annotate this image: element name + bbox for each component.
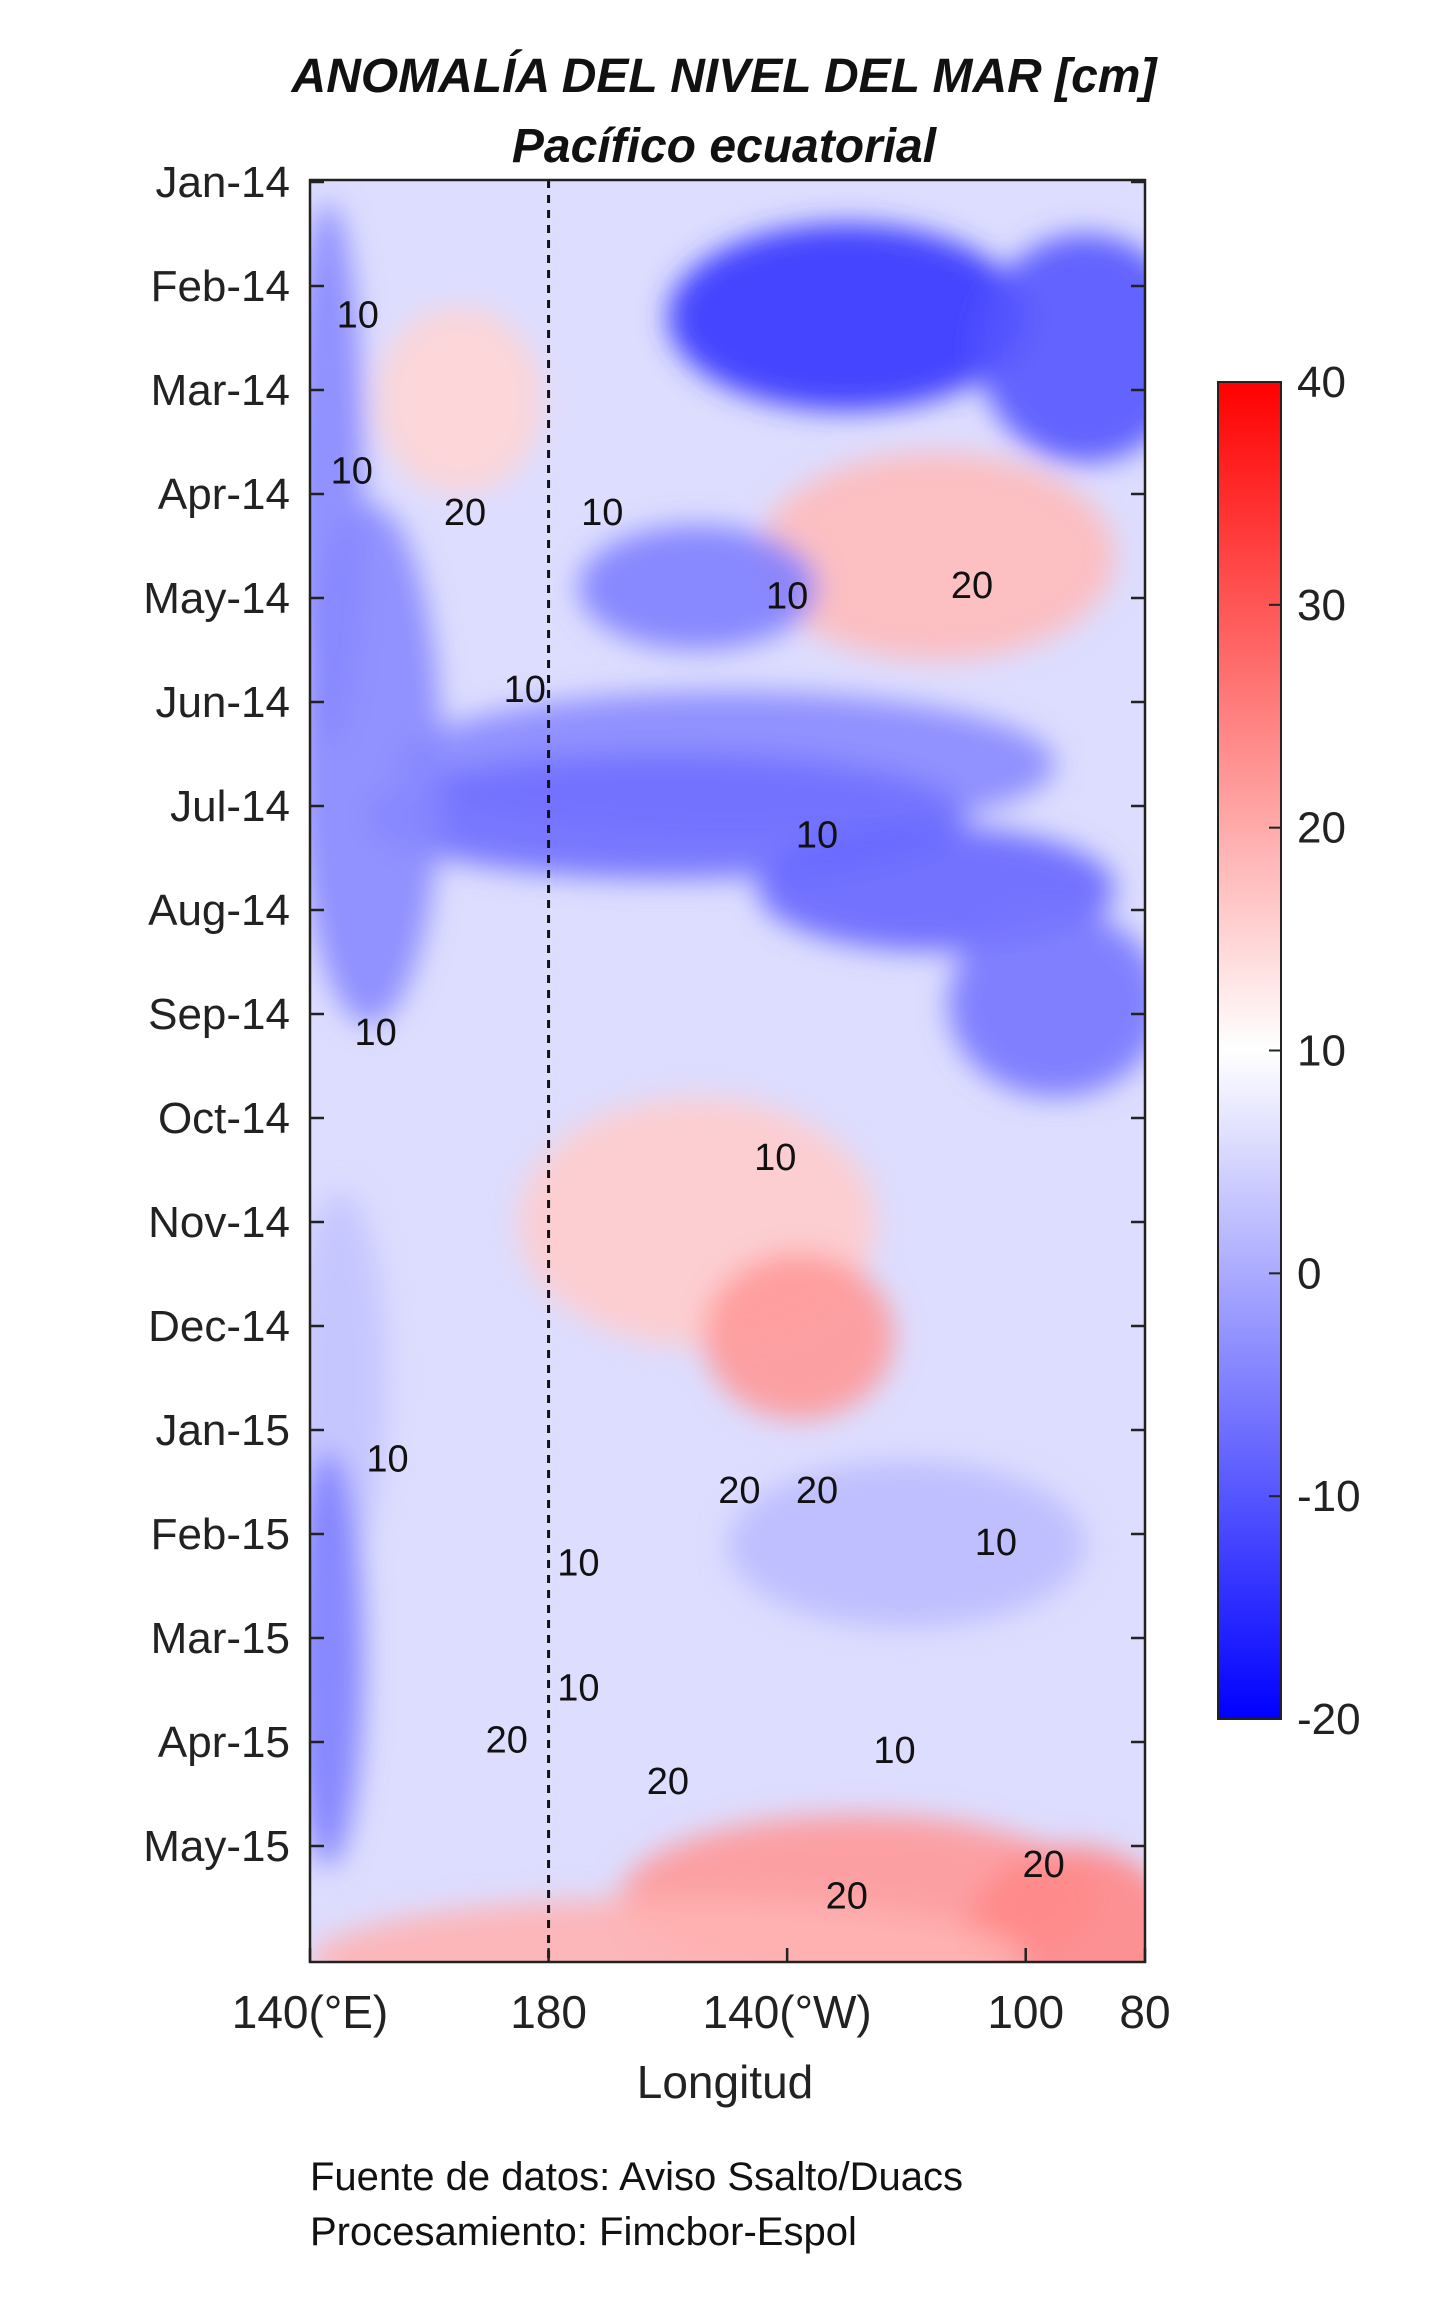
colorbar-tick-label: -10 [1297, 1472, 1361, 1521]
chart-title: ANOMALÍA DEL NIVEL DEL MAR [cm] [291, 49, 1159, 103]
x-tick-label: 140(°E) [232, 1986, 388, 2038]
x-tick-label: 140(°W) [703, 1986, 872, 2038]
x-tick-label: 80 [1119, 1986, 1170, 2038]
contour-label-9: 10 [354, 1012, 396, 1054]
anomaly-region-11 [948, 910, 1145, 1098]
contour-label-7: 10 [504, 669, 546, 711]
contour-label-17: 20 [486, 1719, 528, 1761]
y-tick-label: Jun-14 [155, 678, 290, 727]
colorbar-tick-label: -20 [1297, 1695, 1361, 1744]
y-tick-label: Mar-14 [151, 366, 290, 415]
y-tick-label: Apr-15 [158, 1718, 290, 1767]
y-tick-label: Feb-15 [151, 1510, 290, 1559]
contour-label-6: 20 [951, 565, 993, 607]
y-tick-label: Dec-14 [148, 1302, 290, 1351]
y-tick-label: May-14 [143, 574, 290, 623]
y-tick-label: Sep-14 [148, 990, 290, 1039]
colorbar-tick-label: 40 [1297, 358, 1346, 407]
colorbar-tick-label: 0 [1297, 1249, 1321, 1298]
contour-label-12: 20 [718, 1470, 760, 1512]
anomaly-region-19 [310, 1898, 1026, 1962]
anomaly-region-18 [966, 1846, 1145, 1962]
colorbar-tick-label: 10 [1297, 1027, 1346, 1076]
x-tick-label: 180 [510, 1986, 587, 2038]
colorbar-tick-label: 20 [1297, 804, 1346, 853]
footer-source: Fuente de datos: Aviso Ssalto/Duacs [310, 2155, 963, 2199]
contour-label-16: 10 [557, 1667, 599, 1709]
y-tick-label: Aug-14 [148, 886, 290, 935]
contour-label-15: 10 [975, 1522, 1017, 1564]
anomaly-region-13 [703, 1253, 895, 1420]
anomaly-region-15 [727, 1461, 1086, 1628]
y-tick-label: Jan-15 [155, 1406, 290, 1455]
contour-label-11: 10 [366, 1439, 408, 1481]
chart-subtitle: Pacífico ecuatorial [512, 120, 938, 173]
anomaly-region-3 [375, 306, 543, 494]
contour-label-20: 20 [826, 1875, 868, 1917]
contour-label-5: 10 [766, 575, 808, 617]
y-tick-label: Jul-14 [170, 782, 290, 831]
colorbar: -20 -10 0 10 20 30 40 [1217, 358, 1361, 1744]
contour-label-8: 10 [796, 815, 838, 857]
x-tick-label: 100 [987, 1986, 1064, 2038]
colorbar-tick-label: 30 [1297, 581, 1346, 630]
contour-label-4: 10 [581, 492, 623, 534]
contour-label-14: 10 [557, 1543, 599, 1585]
y-tick-label: Mar-15 [151, 1614, 290, 1663]
contour-label-3: 20 [444, 492, 486, 534]
y-tick-label: Oct-14 [158, 1094, 290, 1143]
y-tick-label: May-15 [143, 1822, 290, 1871]
y-tick-label: Jan-14 [155, 158, 290, 207]
anomaly-region-6 [578, 525, 817, 650]
anomaly-region-9 [310, 504, 442, 1025]
anomaly-region-2 [978, 234, 1145, 463]
x-axis-label: Longitud [637, 2056, 814, 2108]
footer-processing: Procesamiento: Fimcbor-Espol [310, 2210, 857, 2254]
contour-label-21: 20 [1022, 1844, 1064, 1886]
contour-label-19: 10 [873, 1730, 915, 1772]
anomaly-region-5 [757, 452, 1116, 661]
plot-frame [308, 178, 1147, 1964]
anomaly-region-16 [310, 1450, 364, 1867]
contour-label-1: 10 [337, 295, 379, 337]
contour-label-2: 10 [331, 451, 373, 493]
contour-label-18: 20 [647, 1761, 689, 1803]
y-tick-label: Apr-14 [158, 470, 290, 519]
y-tick-label: Nov-14 [148, 1198, 290, 1247]
y-tick-label: Feb-14 [151, 262, 290, 311]
plot-area: 10 10 20 10 10 20 10 10 10 10 10 20 20 10 10 10 20 20 10 20… [143, 158, 1170, 2038]
contour-label-13: 20 [796, 1470, 838, 1512]
contour-label-10: 10 [754, 1137, 796, 1179]
anomaly-region-1 [667, 223, 1026, 411]
